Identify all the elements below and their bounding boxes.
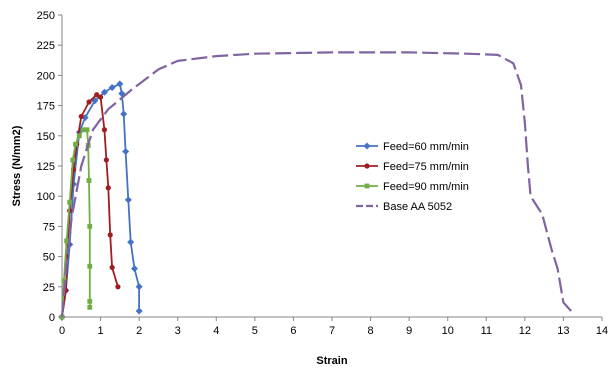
data-point bbox=[87, 298, 93, 304]
legend-label: Feed=90 mm/min bbox=[383, 181, 469, 193]
x-tick-label: 4 bbox=[213, 325, 219, 337]
legend-marker bbox=[363, 142, 371, 150]
y-tick-label: 150 bbox=[37, 131, 55, 143]
legend-item: Base AA 5052 bbox=[356, 201, 452, 213]
y-tick-label: 75 bbox=[43, 221, 55, 233]
legend-item: Feed=90 mm/min bbox=[356, 181, 469, 193]
x-tick-label: 8 bbox=[368, 325, 374, 337]
data-point bbox=[87, 304, 93, 310]
data-point bbox=[115, 284, 121, 290]
y-tick-label: 250 bbox=[37, 10, 55, 22]
x-tick-label: 6 bbox=[290, 325, 296, 337]
data-point bbox=[86, 99, 92, 105]
x-tick-label: 12 bbox=[519, 325, 531, 337]
data-point bbox=[94, 92, 100, 98]
x-tick-label: 14 bbox=[596, 325, 608, 337]
series-line bbox=[61, 93, 119, 318]
data-point bbox=[87, 224, 93, 229]
x-tick-label: 3 bbox=[175, 325, 181, 337]
data-point bbox=[131, 265, 139, 273]
x-tick-label: 11 bbox=[481, 325, 492, 337]
x-tick-label: 1 bbox=[98, 325, 104, 337]
x-tick-label: 7 bbox=[329, 325, 335, 337]
y-tick-label: 125 bbox=[37, 161, 55, 173]
y-tick-label: 200 bbox=[37, 70, 55, 82]
data-point bbox=[70, 157, 76, 163]
data-point bbox=[135, 283, 143, 291]
y-tick-label: 50 bbox=[43, 252, 55, 264]
series-line bbox=[60, 51, 572, 318]
x-axis-title: Strain bbox=[316, 355, 347, 367]
data-point bbox=[76, 133, 82, 139]
data-point bbox=[120, 110, 128, 118]
x-tick-label: 2 bbox=[136, 325, 142, 337]
data-point bbox=[135, 307, 143, 315]
series-line bbox=[61, 83, 141, 318]
legend-label: Base AA 5052 bbox=[383, 201, 452, 213]
series-4 bbox=[60, 51, 572, 318]
data-point bbox=[97, 94, 104, 100]
data-point bbox=[105, 185, 111, 191]
data-point bbox=[124, 196, 132, 204]
x-tick-label: 9 bbox=[406, 325, 412, 337]
y-tick-label: 175 bbox=[37, 101, 55, 113]
legend-marker bbox=[364, 183, 370, 189]
data-point bbox=[78, 113, 84, 120]
x-tick-label: 10 bbox=[442, 325, 454, 337]
y-axis-title: Stress (N/mm2) bbox=[11, 125, 23, 206]
data-point bbox=[107, 232, 113, 238]
data-point bbox=[73, 141, 78, 147]
x-tick-label: 0 bbox=[59, 325, 65, 337]
data-point bbox=[61, 278, 67, 284]
y-tick-label: 225 bbox=[37, 40, 55, 52]
data-point bbox=[64, 238, 70, 244]
data-point bbox=[100, 88, 108, 96]
data-point bbox=[80, 127, 86, 133]
data-point bbox=[127, 238, 135, 246]
data-point bbox=[67, 199, 73, 205]
series-layer bbox=[58, 51, 572, 321]
y-tick-label: 25 bbox=[43, 282, 55, 294]
data-point bbox=[108, 83, 116, 91]
data-point bbox=[109, 264, 115, 271]
x-tick-label: 13 bbox=[557, 325, 569, 337]
legend-marker bbox=[364, 163, 370, 169]
data-point bbox=[116, 80, 124, 88]
legend-label: Feed=60 mm/min bbox=[383, 141, 469, 153]
series-3 bbox=[59, 127, 93, 320]
y-tick-label: 0 bbox=[49, 312, 55, 324]
data-point bbox=[103, 157, 109, 163]
legend: Feed=60 mm/min Feed=75 mm/min Feed=90 mm/m… bbox=[356, 141, 469, 213]
data-point bbox=[101, 127, 108, 133]
data-point bbox=[87, 263, 93, 269]
data-point bbox=[84, 127, 90, 133]
legend-item: Feed=75 mm/min bbox=[356, 161, 469, 173]
legend-item: Feed=60 mm/min bbox=[356, 141, 469, 153]
data-point bbox=[86, 178, 92, 183]
legend-label: Feed=75 mm/min bbox=[383, 161, 469, 173]
data-point bbox=[122, 148, 130, 156]
x-tick-label: 5 bbox=[252, 325, 258, 337]
y-tick-label: 100 bbox=[37, 191, 55, 203]
